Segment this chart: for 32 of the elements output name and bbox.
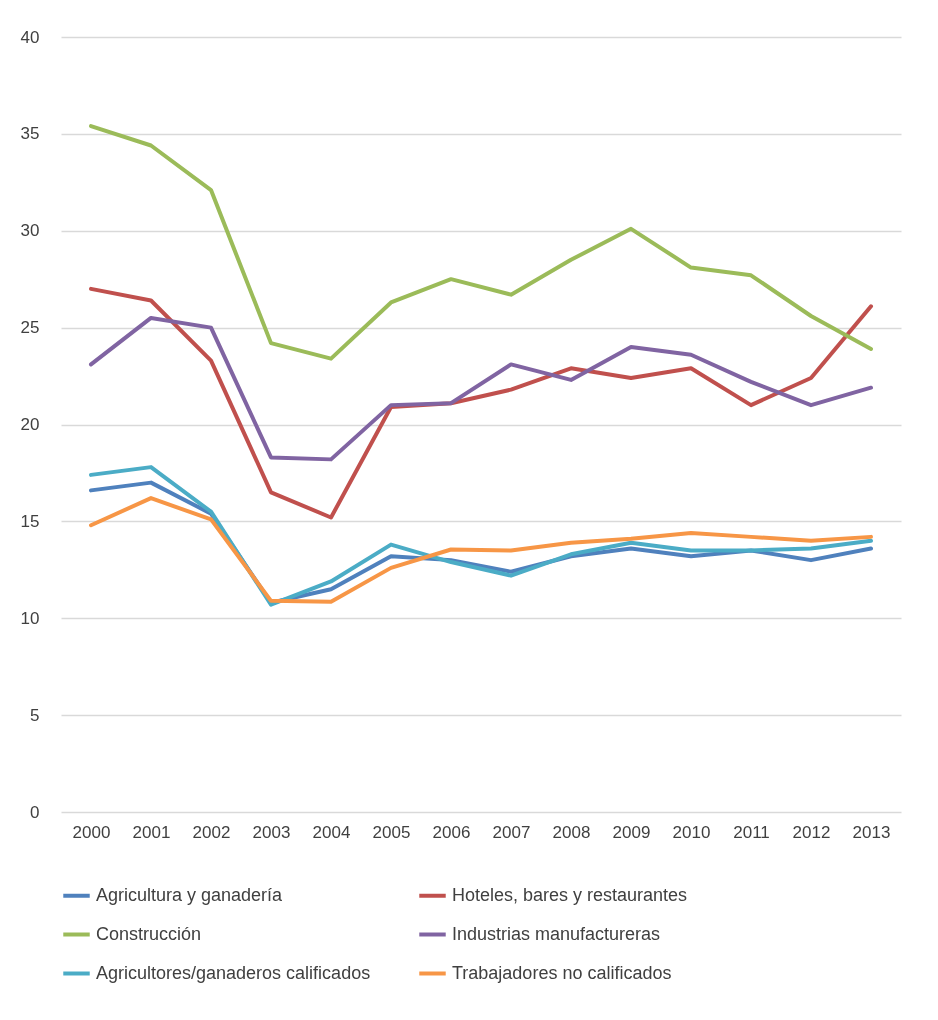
- x-tick-label: 2008: [552, 822, 591, 842]
- x-tick-label: 2005: [372, 822, 411, 842]
- y-tick-label: 30: [20, 221, 40, 241]
- y-tick-label: 15: [20, 511, 40, 531]
- x-tick-label: 2002: [192, 822, 231, 842]
- legend-label: Agricultores/ganaderos calificados: [96, 962, 371, 983]
- x-tick-label: 2003: [252, 822, 291, 842]
- x-tick-label: 2001: [132, 822, 171, 842]
- x-tick-label: 2012: [792, 822, 831, 842]
- x-tick-label: 2004: [312, 822, 351, 842]
- y-tick-label: 40: [20, 27, 40, 47]
- y-tick-label: 0: [30, 802, 40, 822]
- y-tick-label: 35: [20, 124, 40, 144]
- line-series: [89, 315, 873, 462]
- y-tick-label: 10: [20, 608, 40, 628]
- legend-label: Hoteles, bares y restaurantes: [452, 884, 688, 905]
- line-series: [89, 124, 873, 361]
- legend-label: Industrias manufactureras: [452, 923, 661, 944]
- x-tick-label: 2013: [852, 822, 891, 842]
- y-tick-label: 20: [20, 415, 40, 434]
- x-tick-label: 2010: [672, 822, 711, 842]
- x-tick-label: 2009: [612, 822, 651, 842]
- x-tick-label: 2000: [72, 822, 111, 842]
- legend-label: Trabajadores no calificados: [452, 962, 672, 983]
- x-tick-label: 2011: [733, 822, 770, 842]
- legend-label: Agricultura y ganadería: [96, 884, 284, 905]
- x-tick-label: 2006: [432, 822, 471, 842]
- legend-label: Construcción: [96, 923, 202, 944]
- x-tick-label: 2007: [492, 822, 531, 842]
- y-tick-label: 5: [30, 705, 40, 725]
- y-tick-label: 25: [20, 318, 40, 338]
- line-series: [89, 286, 873, 520]
